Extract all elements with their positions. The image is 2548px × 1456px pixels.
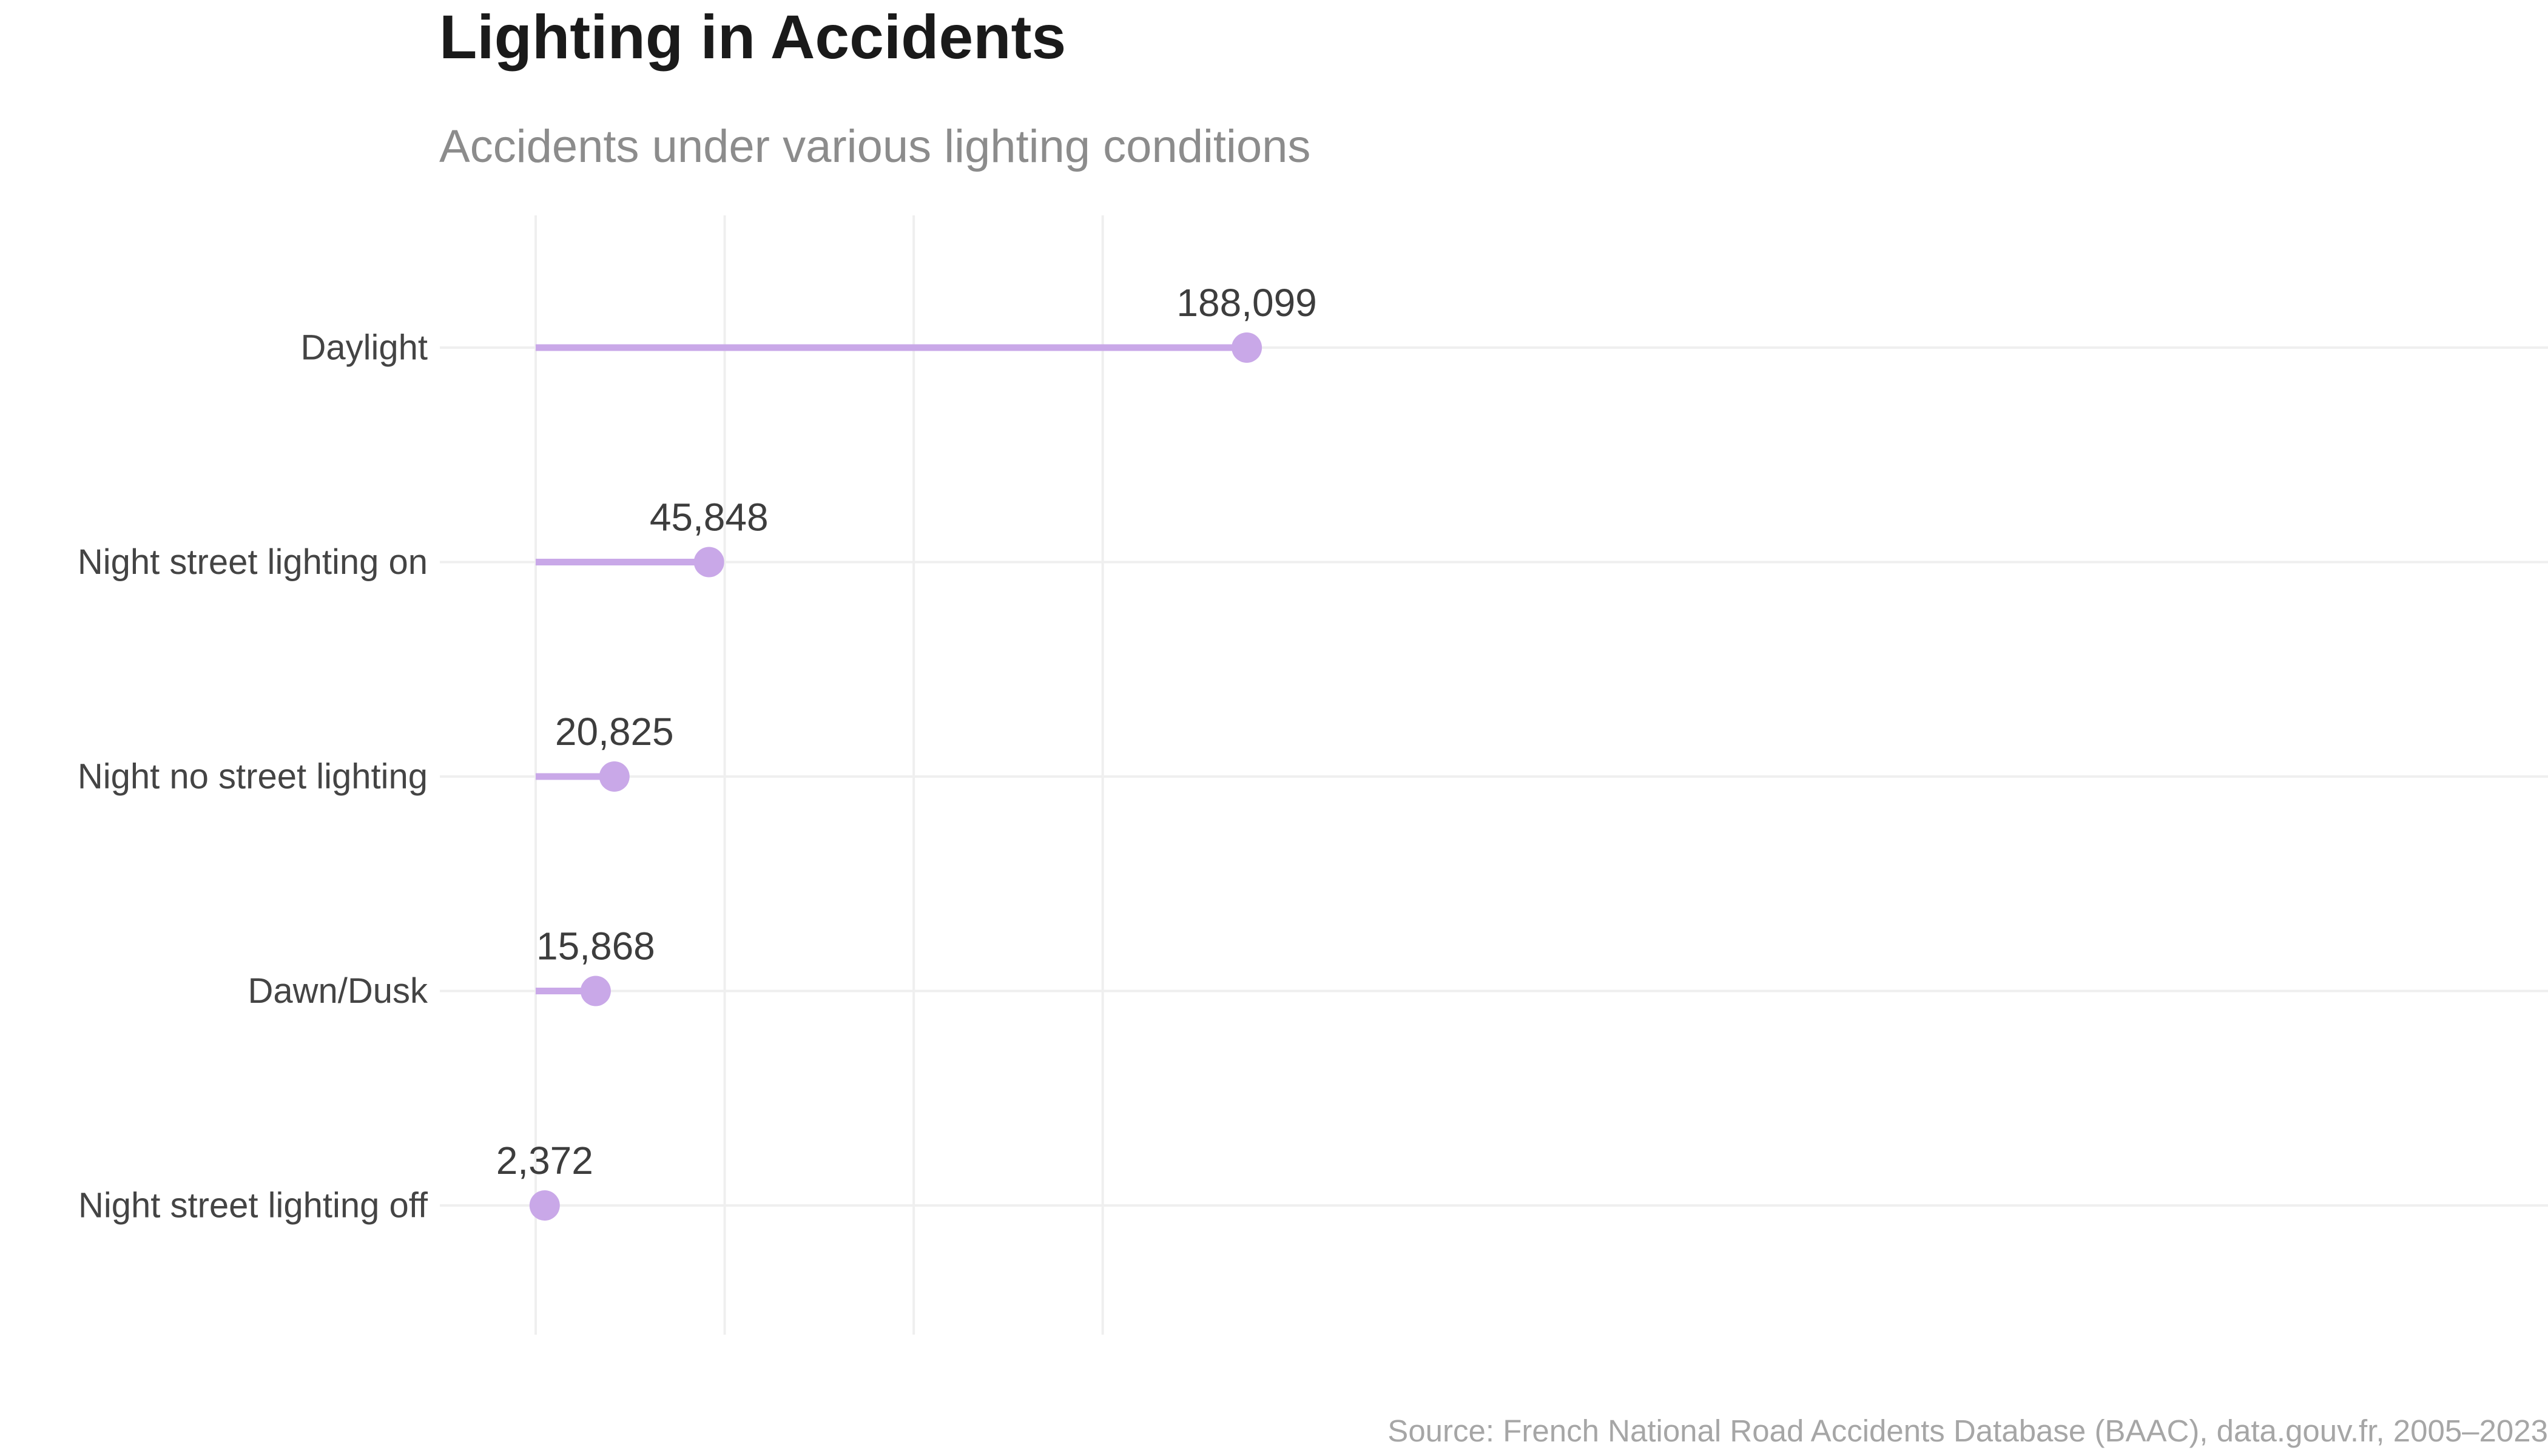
lollipop-point <box>580 976 611 1006</box>
lollipop-point <box>693 547 724 578</box>
value-label: 188,099 <box>1176 281 1316 325</box>
value-label: 2,372 <box>496 1139 593 1182</box>
category-label: Dawn/Dusk <box>248 971 428 1011</box>
lollipop-point <box>1232 332 1262 363</box>
lollipop-point <box>599 761 630 792</box>
chart-source: Source: French National Road Accidents D… <box>1387 1414 2548 1448</box>
value-label: 15,868 <box>536 925 655 968</box>
value-label: 20,825 <box>555 710 674 753</box>
points <box>529 332 1262 1221</box>
category-label: Night street lighting on <box>78 542 428 582</box>
value-label: 45,848 <box>650 496 769 539</box>
chart-subtitle: Accidents under various lighting conditi… <box>439 121 1311 172</box>
lollipop-point <box>529 1190 560 1221</box>
gridlines <box>440 215 2548 1335</box>
chart-title: Lighting in Accidents <box>439 2 1067 72</box>
labels: Daylight 188,099 Night street lighting on 4… <box>78 281 1317 1225</box>
category-label: Daylight <box>300 328 428 368</box>
category-label: Night no street lighting <box>78 757 428 797</box>
category-label: Night street lighting off <box>78 1186 428 1225</box>
